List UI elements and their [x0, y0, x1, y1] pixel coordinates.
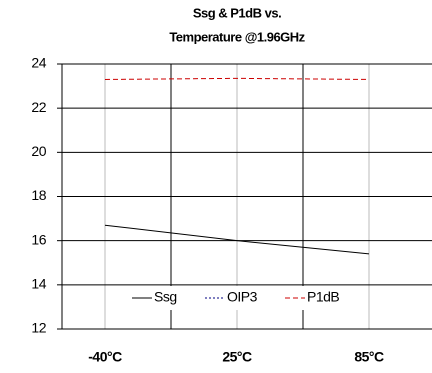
y-tick-label: 18	[31, 187, 46, 203]
x-tick-label: 25°C	[222, 349, 252, 365]
legend-box	[128, 286, 360, 310]
y-tick-label: 20	[31, 143, 46, 159]
y-tick-label: 24	[31, 55, 46, 71]
y-tick-label: 12	[31, 320, 46, 336]
x-tick-label: 85°C	[354, 349, 384, 365]
y-tick-label: 22	[31, 99, 46, 115]
legend-label: Ssg	[154, 289, 177, 305]
legend-label: P1dB	[307, 289, 339, 305]
series-line	[104, 77, 370, 80]
chart-title: Ssg & P1dB vs.	[193, 5, 281, 20]
y-tick-label: 16	[31, 231, 46, 247]
chart-title: Temperature @1.96GHz	[169, 29, 305, 44]
x-tick-label: -40°C	[88, 349, 122, 365]
y-tick-label: 14	[31, 276, 46, 292]
series-line	[104, 224, 370, 255]
legend-label: OIP3	[227, 289, 258, 305]
